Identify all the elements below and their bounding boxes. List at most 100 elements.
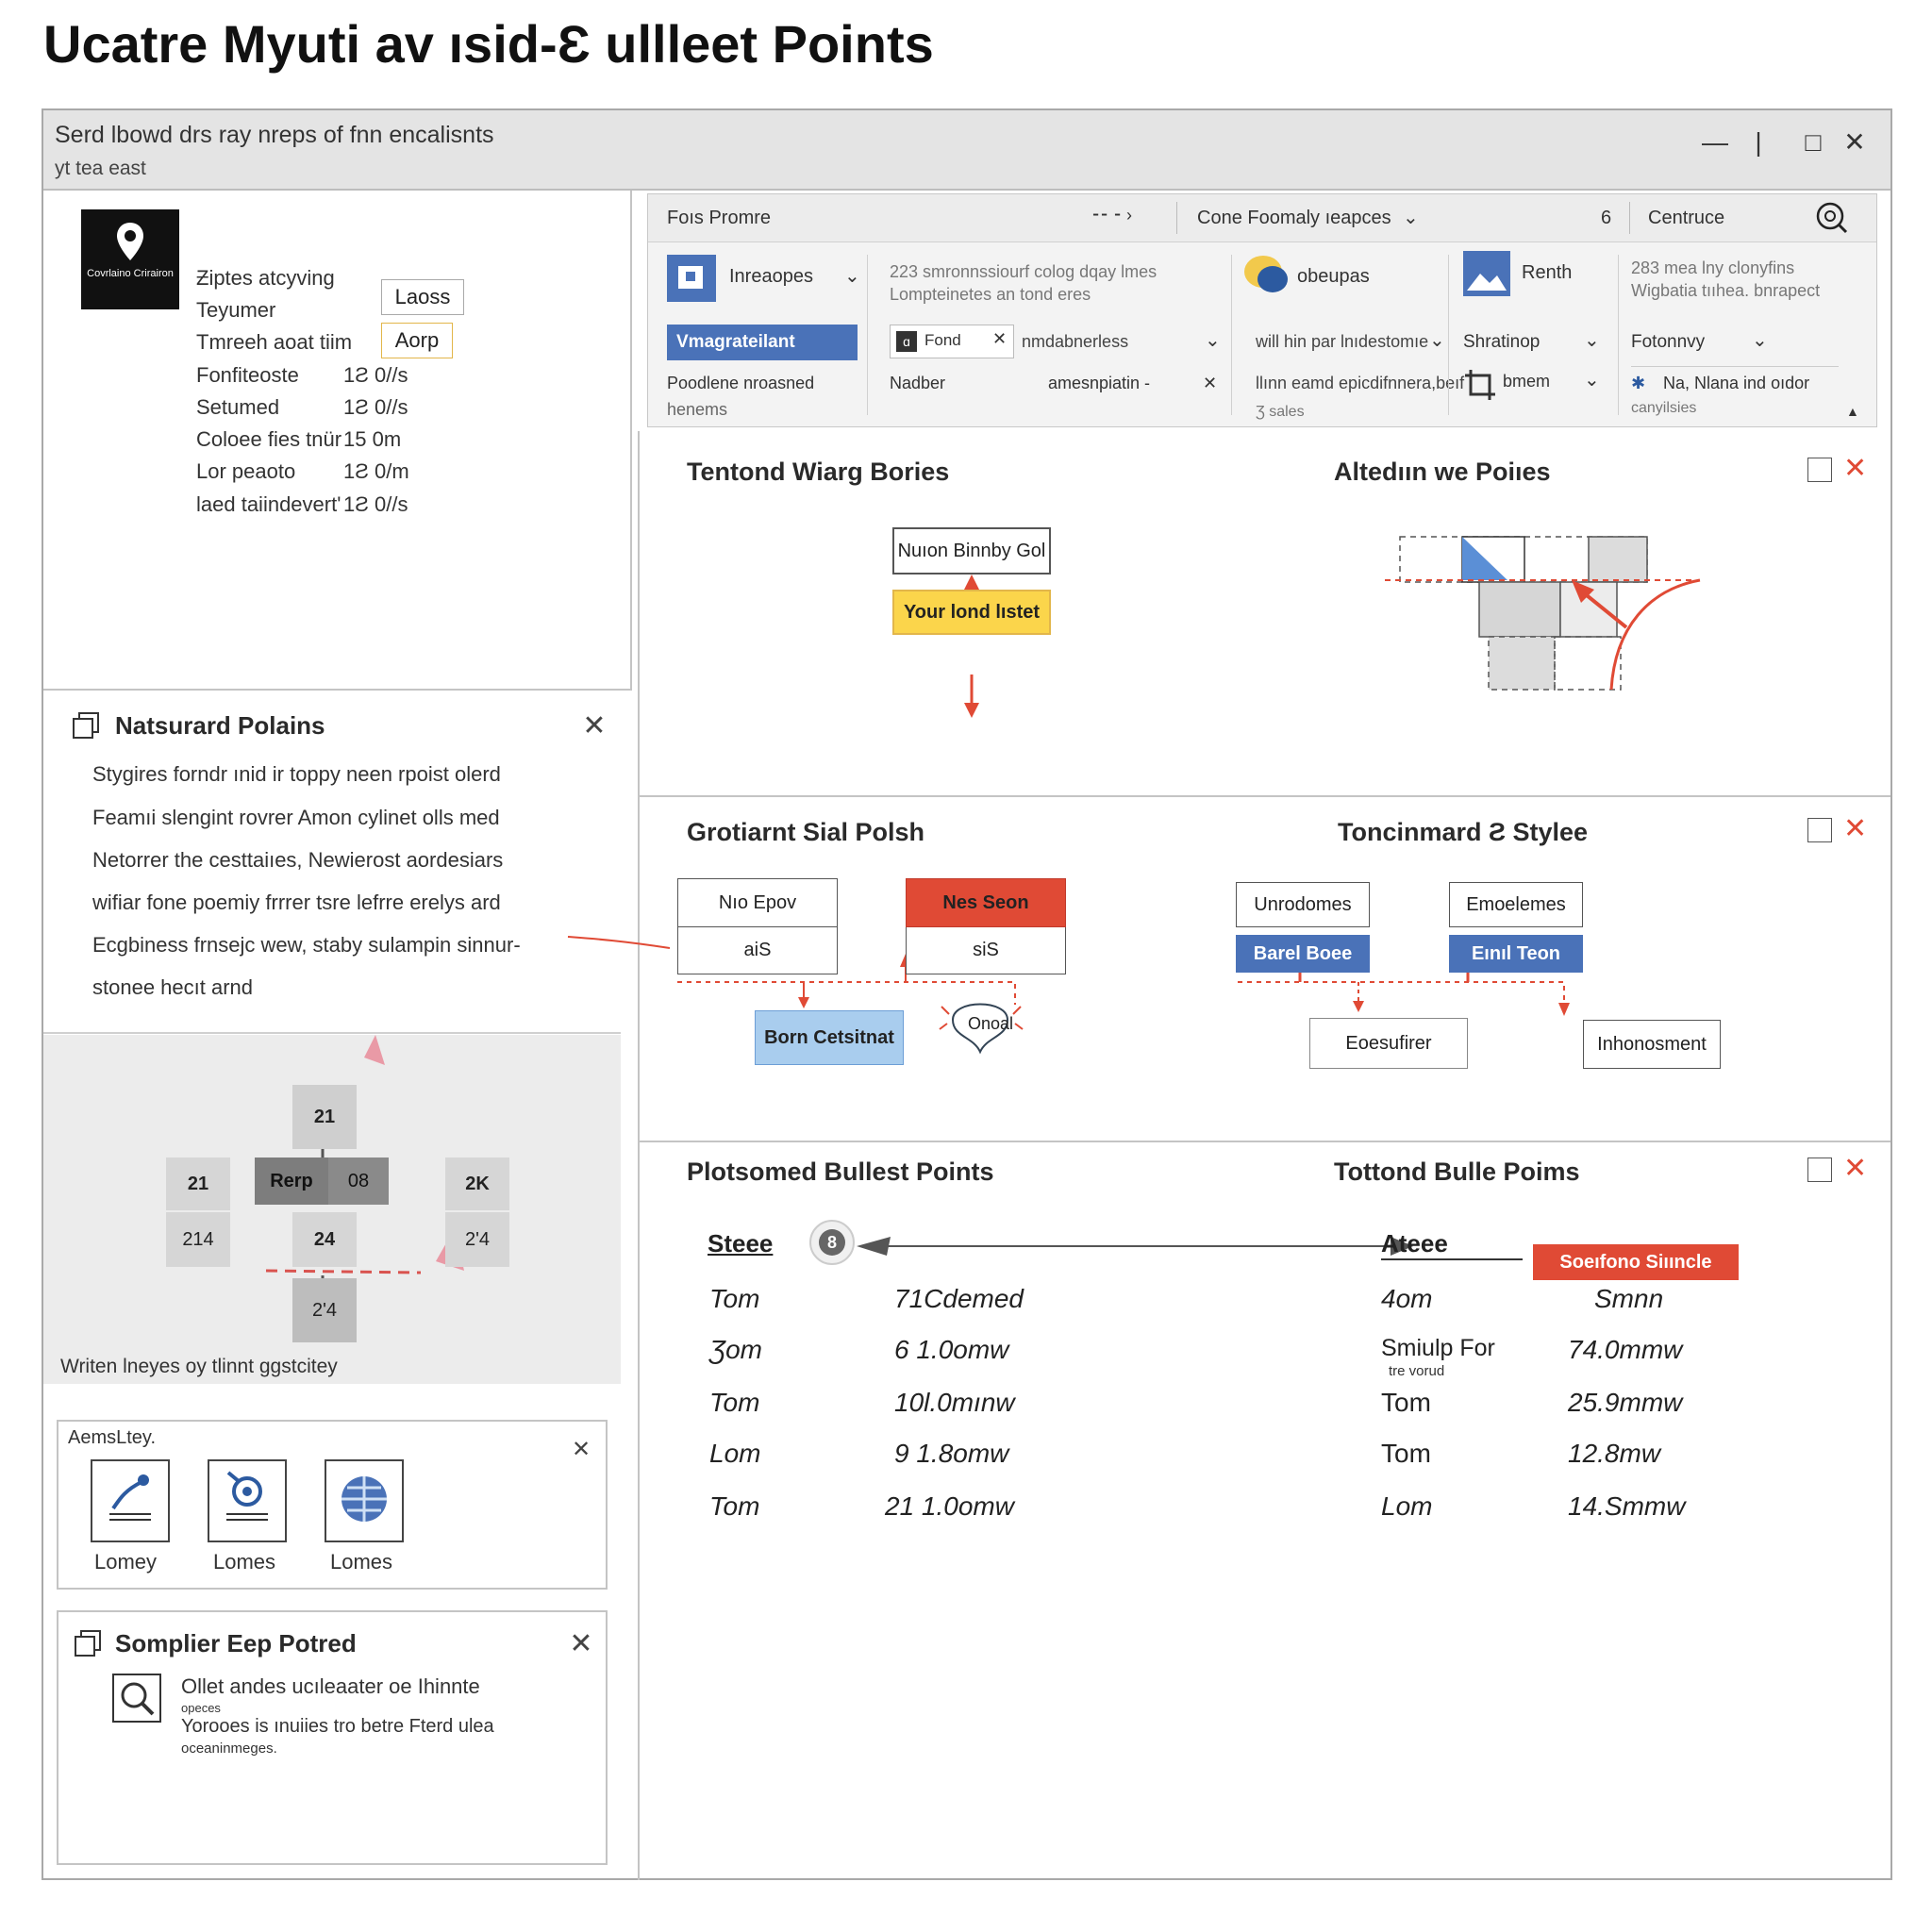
column-header: Steee [708, 1229, 774, 1257]
ribbon-option[interactable]: Renth [1522, 262, 1573, 283]
ribbon-description: 223 smronnssiourf colog dqay lmes [890, 262, 1158, 281]
count-badge: 8 [819, 1229, 845, 1256]
ribbon-option-sub: henems [667, 400, 728, 419]
diagram-node: Unrodomes [1236, 882, 1370, 927]
diagram-node-button[interactable]: Eınıl Teon [1449, 935, 1583, 973]
loss-button[interactable]: Laoss [381, 279, 464, 315]
chevron-down-icon[interactable]: ⌄ [1584, 370, 1600, 391]
font-name: Fond [924, 331, 961, 349]
inreaopes-dropdown[interactable]: Inreaopes [729, 266, 813, 287]
separator [1176, 202, 1177, 234]
search-icon[interactable] [1814, 200, 1850, 236]
notes-line: stonee hecıt arnd [92, 975, 254, 999]
ribbon-option[interactable]: amesnpiatin - [1048, 374, 1151, 392]
close-icon[interactable]: ✕ [569, 1628, 593, 1659]
asset-tile[interactable] [325, 1459, 404, 1542]
chat-bubble-icon[interactable] [1241, 251, 1293, 300]
image-icon[interactable] [1463, 251, 1510, 296]
font-style-dropdown[interactable]: nmdabnerless [1022, 332, 1129, 351]
asset-label: Lomes [213, 1550, 276, 1574]
ribbon-option[interactable]: obeupas [1297, 266, 1370, 287]
collapse-ribbon-icon[interactable]: ▲ [1846, 404, 1859, 419]
grid-cell: 2K [445, 1158, 509, 1210]
notes-line: Stygires forndr ınid ir toppy neen rpois… [92, 762, 501, 786]
close-icon[interactable]: ✕ [1843, 813, 1868, 844]
ribbon-option[interactable]: Shratinop [1463, 332, 1541, 352]
chevron-down-icon[interactable]: ⌄ [1403, 208, 1419, 228]
table-cell: Lom [709, 1439, 761, 1468]
prop-label: Tmreeh aoat tiim [196, 330, 353, 354]
separator [1231, 255, 1232, 415]
ribbon-option[interactable]: bmem [1503, 372, 1551, 391]
ribbon-option[interactable]: will hin par lnıdestomıe [1256, 332, 1429, 351]
separator [1618, 255, 1619, 415]
table-cell: Smiulp For [1381, 1335, 1495, 1361]
diagram-node: Emoelemes [1449, 882, 1583, 927]
prop-value: 1Ƨ 0/m [343, 459, 409, 483]
maximize-button[interactable]: □ [1805, 127, 1822, 157]
chevron-down-icon[interactable]: ⌄ [1205, 330, 1221, 351]
search-icon [112, 1674, 161, 1723]
font-dropdown[interactable]: Foıs Promre [667, 208, 772, 228]
close-icon[interactable]: ✕ [1843, 453, 1868, 484]
section-title: Tottond Bulle Poims [1334, 1158, 1580, 1186]
close-icon[interactable]: ✕ [1203, 374, 1218, 392]
table-cell: 14.Smmw [1568, 1491, 1686, 1521]
separator [1629, 202, 1630, 234]
separator-icon: | [1755, 127, 1762, 157]
chevron-down-icon[interactable]: ⌄ [1584, 330, 1600, 351]
insert-picture-icon[interactable] [667, 255, 716, 302]
chevron-down-icon[interactable]: ⌄ [844, 266, 860, 287]
table-cell: 25.9mmw [1568, 1388, 1683, 1417]
prop-label: Coloee fies tnür [196, 427, 342, 451]
table-cell: Smnn [1594, 1284, 1664, 1313]
sampler-line-sub: oceaninmeges. [181, 1740, 277, 1757]
ribbon-option[interactable]: Fotonnvy [1631, 332, 1706, 352]
minimize-button[interactable]: — [1702, 127, 1728, 157]
font-icon: ɑ [896, 331, 917, 352]
crop-icon[interactable] [1463, 368, 1497, 402]
chevron-down-icon[interactable]: ⌄ [1752, 330, 1768, 351]
expand-icon[interactable] [1807, 1158, 1832, 1182]
diagram-section-1: Tentond Wiarg Bories Altedıın we Poiıes … [640, 439, 1890, 797]
sampler-line: Ollet andes ucıleaater oe Ihinnte [181, 1674, 480, 1698]
table-cell: 74.0mmw [1568, 1335, 1683, 1364]
asset-tile[interactable] [91, 1459, 170, 1542]
section-title: Toncinmard Ƨ Styleе [1338, 818, 1589, 846]
font-picker[interactable]: ɑ Fond ✕ [890, 325, 1014, 358]
grid-cell: 21 [292, 1085, 357, 1149]
ribbon-option[interactable]: Poodlene nroasned [667, 374, 815, 392]
location-pin-icon [117, 223, 143, 260]
settings-icon[interactable]: ✱ [1631, 374, 1646, 392]
format-dropdown[interactable]: Cone Foomaly ıeapces [1197, 208, 1391, 228]
diagram-node: Nıo Epov [677, 878, 838, 927]
close-icon[interactable]: ✕ [582, 710, 607, 741]
primary-dropdown[interactable]: Vmagrateilant [667, 325, 858, 360]
close-window-button[interactable]: ✕ [1843, 127, 1866, 157]
grid-cell: 24 [292, 1212, 357, 1267]
table-cell: 9 1.8omw [894, 1439, 1009, 1468]
oval-label: Onoal [967, 1014, 1014, 1033]
ribbon-option[interactable]: llınn eamd epicdifnnera,beıf [1256, 374, 1465, 392]
close-icon[interactable]: ✕ [1843, 1153, 1868, 1184]
toolbar-arrows-icon[interactable]: ⁃⁃ ⁃ › [1091, 206, 1132, 225]
bullet-table-section: Plotsomed Bullest Points Tottond Bulle P… [640, 1142, 1890, 1880]
centre-button[interactable]: Centruce [1648, 208, 1725, 228]
notes-line: wifiar fone poemiy frrrer tsre lefrre er… [92, 891, 501, 914]
diagram-node-button[interactable]: Barel Boee [1236, 935, 1370, 973]
close-icon[interactable]: ✕ [571, 1437, 591, 1462]
prop-value: 1Ƨ 0//s [343, 363, 408, 387]
ribbon-option[interactable]: Nadber [890, 374, 946, 392]
clear-icon[interactable]: ✕ [992, 329, 1008, 348]
chevron-down-icon[interactable]: ⌄ [1429, 330, 1445, 351]
window-subtitle: yt tea east [55, 158, 146, 179]
table-cell: 4om [1381, 1284, 1433, 1313]
expand-icon[interactable] [1807, 818, 1832, 842]
status-tag: Soeıfono Siııncle [1533, 1244, 1739, 1280]
ribbon-option[interactable]: Na, Nlana ind oıdor [1663, 374, 1810, 392]
asset-tile[interactable] [208, 1459, 287, 1542]
table-cell: Ʒom [709, 1335, 762, 1364]
table-cell: 71Cdemed [894, 1284, 1024, 1313]
expand-icon[interactable] [1807, 458, 1832, 482]
app-button[interactable]: Aorp [381, 323, 453, 358]
